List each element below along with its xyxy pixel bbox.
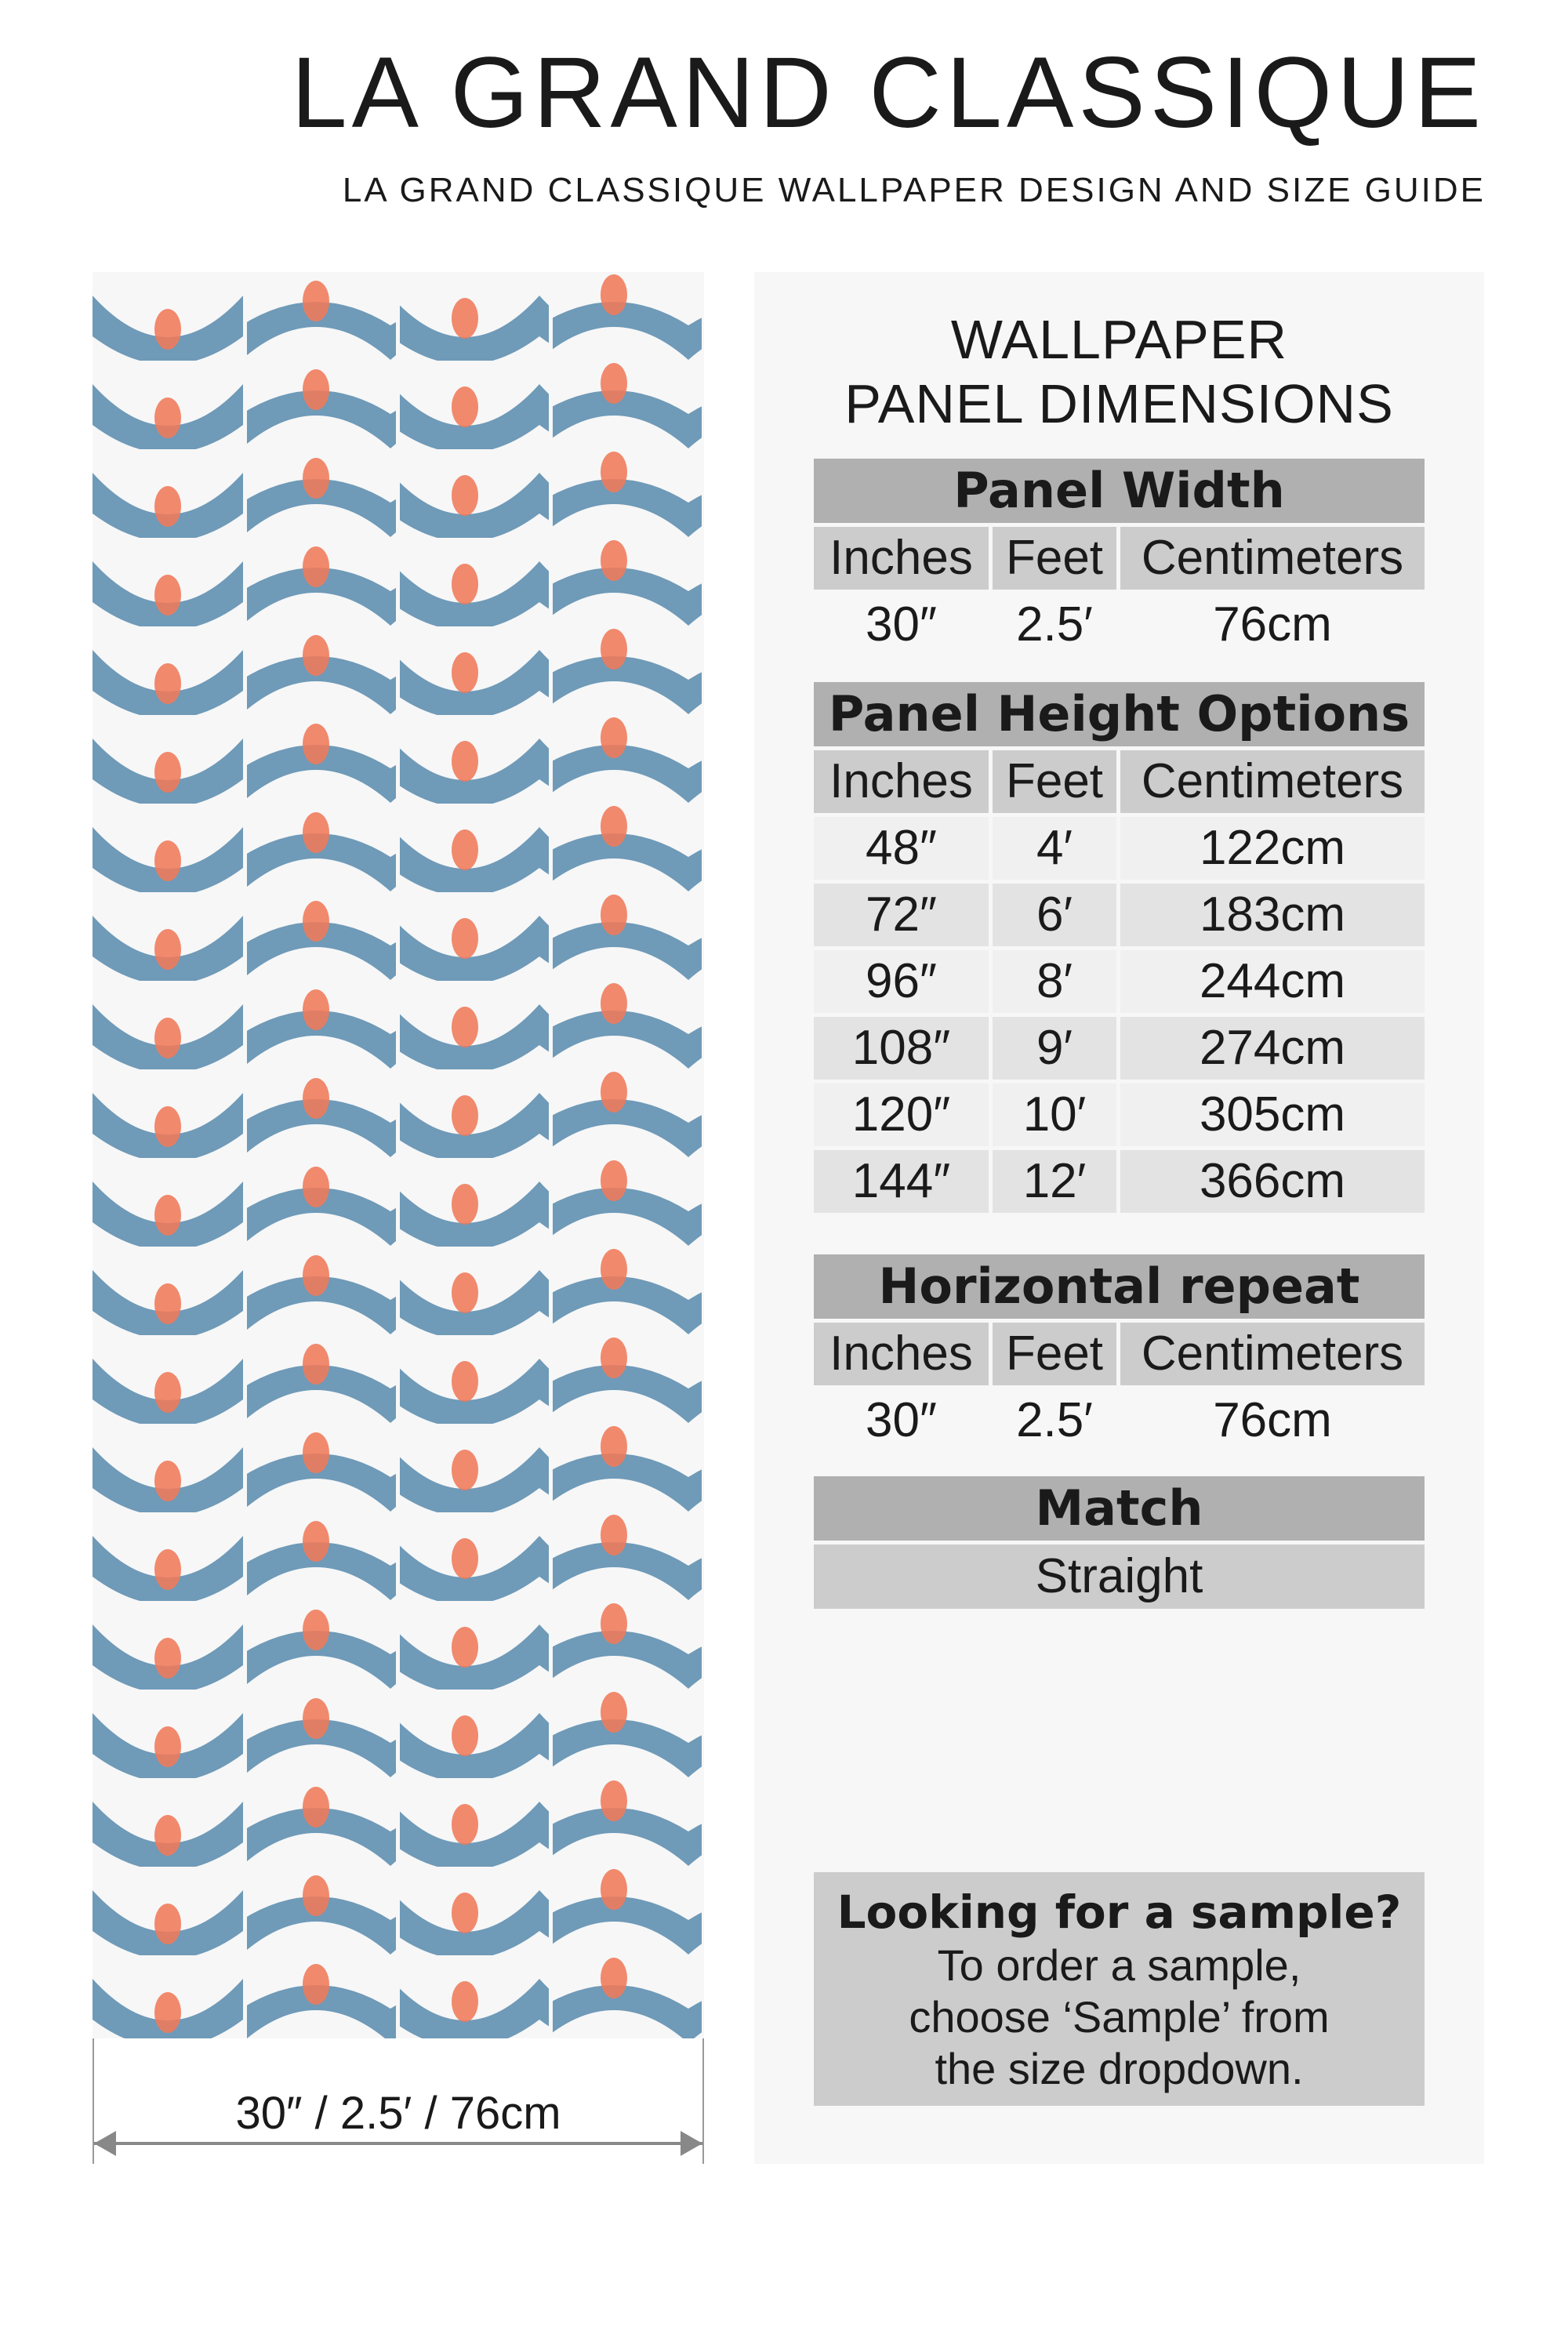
cell-centimeters: 244cm: [1120, 950, 1425, 1013]
pattern-column-2: [247, 272, 396, 2038]
panel-title-line1: WALLPAPER: [950, 309, 1288, 370]
cell-centimeters: 122cm: [1120, 817, 1425, 880]
column-headers: Inches Feet Centimeters: [814, 750, 1425, 813]
pattern-column-3: [400, 272, 549, 2038]
col-inches: Inches: [814, 527, 989, 590]
col-feet: Feet: [993, 1323, 1116, 1385]
panel-title-line2: PANEL DIMENSIONS: [844, 373, 1394, 434]
col-centimeters: Centimeters: [1120, 750, 1425, 813]
guide-subtitle: LA GRAND CLASSIQUE WALLPAPER DESIGN AND …: [342, 171, 1486, 209]
panel-title: WALLPAPER PANEL DIMENSIONS: [754, 307, 1484, 436]
cell-feet: 2.5′: [1016, 1393, 1093, 1447]
width-dimension-label: 30″ / 2.5′ / 76cm: [235, 2088, 561, 2139]
pattern-column-4: [553, 272, 702, 2038]
table-row: 108″ 9′ 274cm: [814, 1017, 1425, 1080]
column-headers: Inches Feet Centimeters: [814, 1323, 1425, 1385]
cell-centimeters: 76cm: [1213, 1393, 1332, 1447]
width-dimension: 30″ / 2.5′ / 76cm: [93, 2038, 704, 2164]
sample-line-3: the size dropdown.: [935, 2044, 1304, 2093]
pattern-svg: [93, 272, 702, 2038]
pattern-column-1: [93, 272, 243, 2038]
cell-inches: 120″: [814, 1083, 989, 1146]
cell-centimeters: 366cm: [1120, 1150, 1425, 1213]
cell-inches: 48″: [814, 817, 989, 880]
cell-feet: 6′: [993, 884, 1116, 946]
table-row: 120″ 10′ 305cm: [814, 1083, 1425, 1146]
col-centimeters: Centimeters: [1120, 527, 1425, 590]
dimensions-panel: WALLPAPER PANEL DIMENSIONS Panel Width I…: [754, 272, 1484, 2164]
sample-line-2: choose ‘Sample’ from: [909, 1992, 1330, 2042]
cell-feet: 4′: [993, 817, 1116, 880]
table-row: 72″ 6′ 183cm: [814, 884, 1425, 946]
cell-feet: 9′: [993, 1017, 1116, 1080]
col-feet: Feet: [993, 750, 1116, 813]
sample-title: Looking for a sample?: [837, 1886, 1402, 1939]
cell-inches: 72″: [814, 884, 989, 946]
cell-feet: 10′: [993, 1083, 1116, 1146]
wallpaper-pattern-preview: [93, 272, 704, 2038]
cell-feet: 2.5′: [1016, 597, 1093, 652]
cell-inches: 30″: [866, 597, 937, 652]
match-table: Match Straight: [814, 1476, 1425, 1609]
cell-feet: 8′: [993, 950, 1116, 1013]
cell-inches: 30″: [866, 1393, 937, 1447]
match-value: Straight: [814, 1544, 1425, 1609]
col-feet: Feet: [993, 527, 1116, 590]
cell-centimeters: 183cm: [1120, 884, 1425, 946]
panel-width-table: Panel Width Inches Feet Centimeters 30″ …: [814, 459, 1425, 660]
cell-centimeters: 305cm: [1120, 1083, 1425, 1146]
panel-width-heading: Panel Width: [814, 459, 1425, 523]
double-arrow-icon: [94, 2131, 702, 2156]
col-inches: Inches: [814, 750, 989, 813]
cell-inches: 108″: [814, 1017, 989, 1080]
table-row: 96″ 8′ 244cm: [814, 950, 1425, 1013]
cell-centimeters: 274cm: [1120, 1017, 1425, 1080]
horizontal-repeat-heading: Horizontal repeat: [814, 1254, 1425, 1319]
match-heading: Match: [814, 1476, 1425, 1541]
cell-centimeters: 76cm: [1213, 597, 1332, 652]
sample-line-1: To order a sample,: [937, 1940, 1301, 1990]
col-centimeters: Centimeters: [1120, 1323, 1425, 1385]
table-row: 48″ 4′ 122cm: [814, 817, 1425, 880]
panel-height-heading: Panel Height Options: [814, 682, 1425, 746]
table-row: 30″ 2.5′ 76cm: [814, 593, 1425, 656]
brand-title: LA GRAND CLASSIQUE: [291, 37, 1486, 149]
col-inches: Inches: [814, 1323, 989, 1385]
column-headers: Inches Feet Centimeters: [814, 527, 1425, 590]
cell-feet: 12′: [993, 1150, 1116, 1213]
cell-inches: 96″: [814, 950, 989, 1013]
table-row: 30″ 2.5′ 76cm: [814, 1389, 1425, 1452]
cell-inches: 144″: [814, 1150, 989, 1213]
horizontal-repeat-table: Horizontal repeat Inches Feet Centimeter…: [814, 1254, 1425, 1456]
panel-height-table: Panel Height Options Inches Feet Centime…: [814, 682, 1425, 1217]
table-row: 144″ 12′ 366cm: [814, 1150, 1425, 1213]
sample-info-box: Looking for a sample? To order a sample,…: [814, 1872, 1425, 2106]
